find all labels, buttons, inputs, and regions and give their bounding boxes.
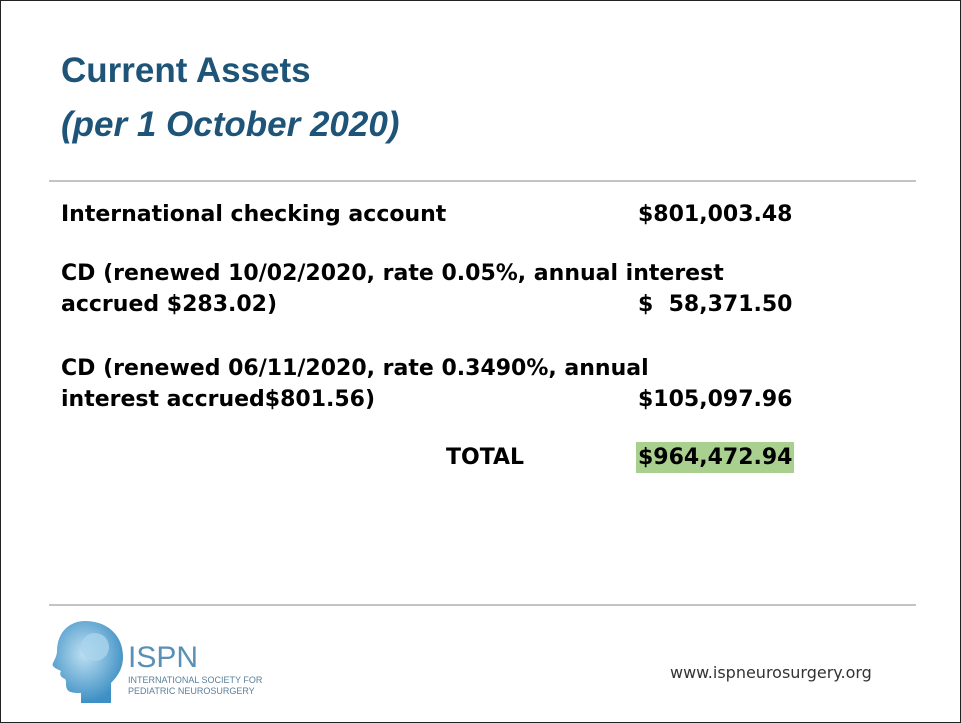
item-line: accrued $283.02) (61, 292, 278, 317)
total-amount: $964,472.94 (636, 442, 795, 473)
subtitle: (per 1 October 2020) (61, 105, 400, 144)
logo-text: INTERNATIONAL SOCIETY FOR (128, 675, 263, 685)
item-line: International checking account (61, 202, 447, 227)
item-line: CD (renewed 06/11/2020, rate 0.3490%, an… (61, 356, 649, 381)
logo-icon (52, 621, 124, 703)
logo-text: PEDIATRIC NEUROSURGERY (128, 686, 255, 696)
total-label: TOTAL (446, 445, 525, 470)
item-line: CD (renewed 10/02/2020, rate 0.05%, annu… (61, 261, 724, 286)
divider (49, 180, 916, 182)
title: Current Assets (61, 51, 311, 90)
item-amount: $ 58,371.50 (638, 292, 793, 317)
url: www.ispneurosurgery.org (670, 663, 872, 682)
item-amount: $801,003.48 (638, 202, 793, 227)
item-line: interest accrued$801.56) (61, 387, 376, 412)
divider (49, 604, 916, 606)
item-amount: $105,097.96 (638, 387, 793, 412)
logo-name: ISPN (128, 641, 199, 674)
